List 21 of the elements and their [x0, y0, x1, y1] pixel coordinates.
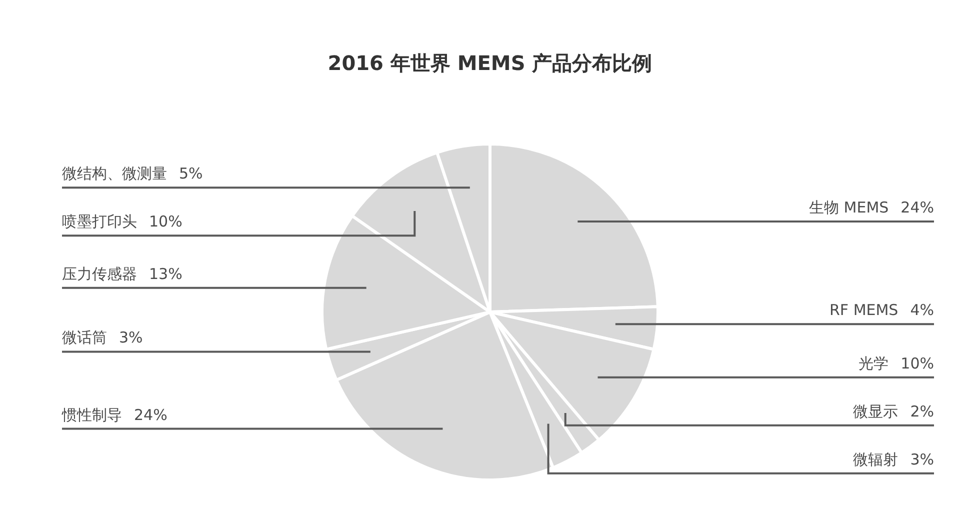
slice-label: 微话筒	[62, 328, 107, 347]
slice-label: 微辐射	[853, 450, 898, 468]
data-label: 4%	[910, 301, 934, 320]
slice-label: 惯性制导	[61, 406, 122, 424]
slice-label: 光学	[858, 354, 889, 372]
data-label: 3%	[910, 450, 934, 468]
slice-label: 喷墨打印头	[62, 212, 137, 231]
data-label: 5%	[179, 164, 203, 183]
slice-label: 压力传感器	[62, 264, 137, 283]
data-label: 2%	[910, 402, 934, 420]
data-label: 24%	[134, 406, 168, 424]
data-label: 10%	[149, 212, 182, 231]
slice-label: 微结构、微测量	[62, 164, 167, 183]
data-label: 13%	[149, 264, 182, 283]
slice-label: RF MEMS	[830, 301, 898, 320]
data-label: 3%	[119, 328, 143, 347]
chart-title: 2016 年世界 MEMS 产品分布比例	[328, 51, 652, 75]
slice-label: 微显示	[853, 402, 898, 420]
data-label: 24%	[900, 198, 934, 216]
data-label: 10%	[900, 354, 934, 372]
slice-label: 生物 MEMS	[809, 198, 889, 216]
